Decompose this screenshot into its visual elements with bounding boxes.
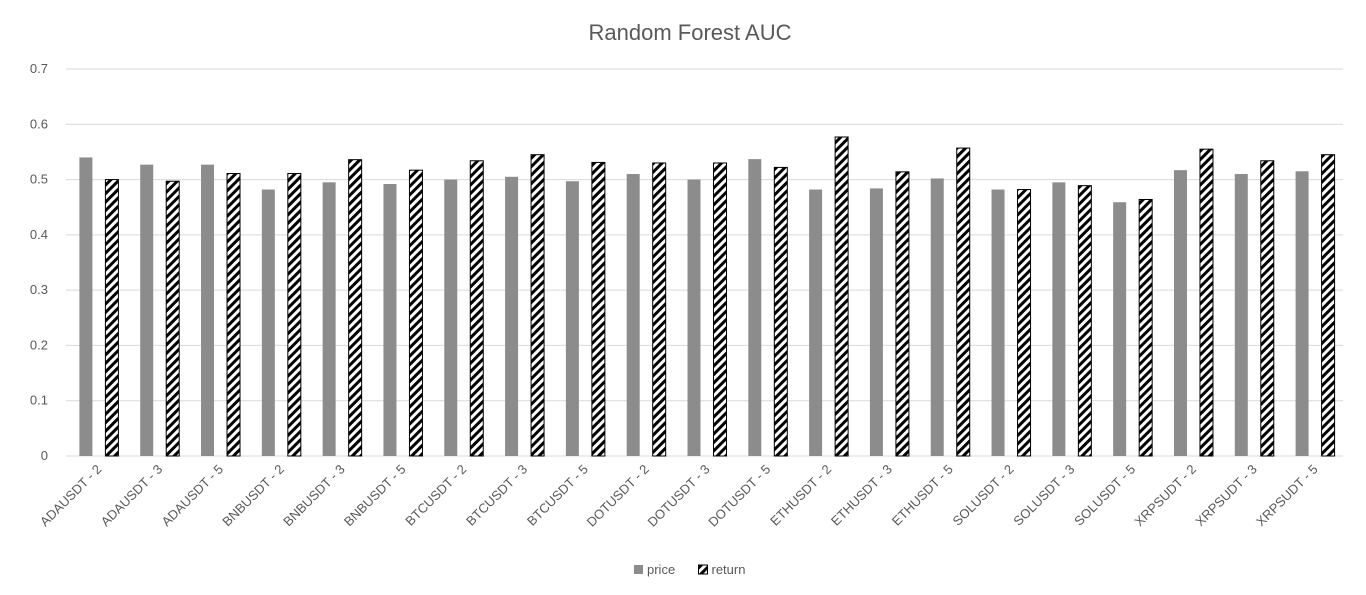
x-tick-label: ADAUSDT - 2 [37,462,105,530]
bar-price [505,176,519,457]
bar-price [565,181,579,457]
bar-return [1017,189,1032,457]
x-tick-label: BNBUSDT - 5 [341,462,409,530]
legend-item-return: return [698,562,746,577]
bar-price [1173,170,1187,456]
bar-price [991,189,1005,456]
bar-price [1113,202,1127,456]
y-tick-label: 0.1 [30,393,48,408]
bar-price [930,178,944,457]
bar-return [773,166,788,457]
bar-price [1052,182,1066,457]
bar-return [956,147,971,457]
x-tick-label: XRPSUDT - 3 [1192,462,1260,530]
bar-return [1199,148,1214,457]
x-tick-label: ETHUSDT - 3 [828,462,895,529]
x-tick-label: ETHUSDT - 5 [889,462,956,529]
bar-price [687,179,701,457]
y-tick-label: 0.5 [30,172,48,187]
x-tick-label: XRPSUDT - 5 [1253,462,1321,530]
x-tick-label: BTCUSDT - 2 [402,462,469,529]
bar-return [287,172,302,457]
legend-item-price: price [634,562,675,577]
bar-price [383,183,397,456]
x-tick-label: BTCUSDT - 5 [524,462,591,529]
y-tick-label: 0.3 [30,282,48,297]
bar-return [408,169,423,457]
bar-price [1234,174,1248,457]
y-tick-label: 0 [41,448,48,463]
bar-return [834,136,849,457]
bar-price [140,164,154,456]
bar-price [1295,171,1309,456]
x-tick-label: XRPSUDT - 2 [1131,462,1199,530]
y-tick-label: 0.7 [30,61,48,76]
legend-swatch-price [634,565,643,574]
legend: price return [634,562,745,577]
bar-price [626,174,640,457]
grid-lines [66,68,1343,457]
legend-swatch-return [698,564,708,575]
x-tick-label: SOLUSDT - 5 [1071,462,1138,529]
bars [79,136,1336,457]
x-tick-label: ADAUSDT - 3 [98,462,166,530]
bar-price [79,157,93,456]
x-tick-label: BNBUSDT - 3 [280,462,348,530]
bar-price [869,188,883,456]
bar-return [469,160,484,457]
bar-price [201,164,215,456]
bar-return [1260,160,1275,457]
bar-return [1321,154,1336,457]
bar-return [1138,198,1153,457]
x-tick-label: DOTUSDT - 2 [584,462,652,530]
y-axis-tick-labels: 0 0.1 0.2 0.3 0.4 0.5 0.6 0.7 [30,61,48,463]
x-tick-label: ETHUSDT - 2 [767,462,834,529]
x-tick-label: BTCUSDT - 3 [463,462,530,529]
bar-price [809,189,823,456]
y-tick-label: 0.6 [30,116,48,131]
x-tick-label: DOTUSDT - 5 [705,462,773,530]
y-tick-label: 0.4 [30,227,48,242]
bar-return [713,162,727,457]
bar-return [652,162,667,457]
bar-return [895,171,910,457]
x-tick-label: SOLUSDT - 2 [950,462,1017,529]
bar-return [226,172,241,457]
bar-price [748,159,762,456]
bar-return [104,179,119,457]
bar-return [530,154,545,457]
legend-label-price: price [647,562,675,577]
bar-price [261,189,275,456]
bar-return [1077,185,1092,457]
bar-return [348,159,363,457]
bar-price [444,179,458,457]
x-tick-label: SOLUSDT - 3 [1010,462,1077,529]
bar-return [591,161,606,457]
x-tick-label: DOTUSDT - 3 [644,462,712,530]
y-tick-label: 0.2 [30,337,48,352]
legend-label-return: return [712,562,746,577]
bar-return [165,180,180,457]
x-tick-label: ADAUSDT - 5 [158,462,226,530]
bar-price [322,182,336,457]
x-tick-label: BNBUSDT - 2 [219,462,287,530]
chart-title: Random Forest AUC [589,20,792,45]
